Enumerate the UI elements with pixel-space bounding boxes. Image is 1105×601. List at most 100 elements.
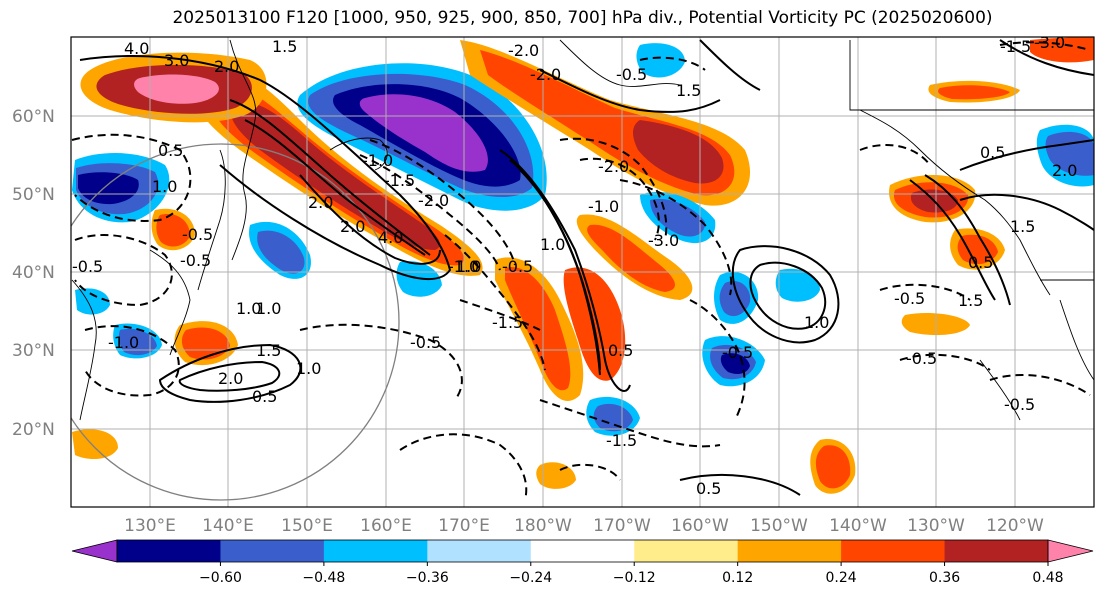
contour-label: 1.0 [152,177,177,196]
contour-label: 1.0 [296,359,321,378]
contour-label: 0.5 [608,341,633,360]
contour-label: -1.0 [588,197,619,216]
contour-label: -1.0 [362,151,393,170]
contour-label: -3.0 [1034,33,1065,52]
lon-label: 140°E [202,516,254,536]
contour-label: -3.0 [648,231,679,250]
map-content [71,37,1094,507]
colorbar-segment [841,540,946,562]
lon-label: 150°W [750,516,808,536]
contour-label: -2.0 [530,65,561,84]
contour-label: 4.0 [124,39,149,58]
contour-label: 1.5 [256,341,281,360]
contour-label: -0.5 [182,225,213,244]
contour-label: 2.0 [308,193,333,212]
contour-labels: 4.0 3.0 2.0 1.5 1.0 0.5 2.0 1.5 0.5 1.0 … [72,33,1077,498]
latitude-labels: 60°N 50°N 40°N 30°N 20°N [12,107,55,440]
contour-label: 2.0 [218,369,243,388]
lat-label: 40°N [12,263,55,283]
map-title: 2025013100 F120 [1000, 950, 925, 900, 85… [172,8,993,28]
contour-label: 0.5 [158,141,183,160]
contour-label: 1.0 [804,313,829,332]
contour-label: 3.0 [164,51,189,70]
colorbar-segment [634,540,739,562]
contour-label: -2.0 [598,157,629,176]
lon-label: 170°W [593,516,651,536]
colorbar-segment [323,540,428,562]
lat-label: 50°N [12,185,55,205]
contour-label: 1.0 [236,299,261,318]
contour-label: -1.5 [492,313,523,332]
contour-label: 1.5 [676,81,701,100]
shaded-fields [72,37,1094,494]
lon-label: 170°E [438,516,490,536]
colorbar-segment [944,540,1049,562]
contour-label: -1.5 [1000,37,1031,56]
lon-label: 130°W [907,516,965,536]
contour-label: -0.5 [906,349,937,368]
colorbar-tick-label: −0.12 [613,570,656,586]
contour-label: -2.0 [508,41,539,60]
lat-label: 20°N [12,420,55,440]
contour-label: -0.5 [1004,395,1035,414]
contour-label: 0.5 [968,253,993,272]
contour-label: -0.5 [616,65,647,84]
colorbar-segment [427,540,532,562]
lon-label: 140°W [829,516,887,536]
dashed-contours [71,41,1091,501]
contour-label: 1.5 [958,291,983,310]
contour-label: -0.5 [410,333,441,352]
contour-label: -1.0 [108,333,139,352]
lat-label: 30°N [12,341,55,361]
colorbar-segment [220,540,325,562]
contour-label: 1.5 [1010,217,1035,236]
contour-label: 2.0 [1052,161,1077,180]
colorbar-tick-label: −0.24 [509,570,552,586]
colorbar-tick-label: 0.12 [722,570,753,586]
contour-label: 1.5 [272,37,297,56]
contour-label: 1.0 [256,299,281,318]
contour-label: 0.5 [696,479,721,498]
lon-label: 150°E [281,516,333,536]
colorbar-tick-label: 0.36 [929,570,960,586]
lat-label: 60°N [12,107,55,127]
colorbar-segment [530,540,635,562]
contour-label: -1.5 [384,171,415,190]
contour-label: -0.5 [894,289,925,308]
contour-label: -1.5 [606,431,637,450]
colorbar-tick-label: 0.48 [1032,570,1063,586]
contour-label: 0.5 [252,387,277,406]
solid-contours [79,39,1094,496]
colorbar-extend-high [1047,539,1094,563]
colorbar: −0.60 −0.48 −0.36 −0.24 −0.12 0.12 0.24 0.36 0.4… [71,539,1094,586]
contour-label: -0.5 [722,343,753,362]
contour-label: -0.5 [72,257,103,276]
range-circle [71,143,400,501]
colorbar-segment [117,540,221,562]
contour-label: 4.0 [378,228,403,247]
contour-label: -0.5 [502,257,533,276]
contour-label: 1.0 [456,257,481,276]
colorbar-border [116,539,1049,563]
contour-label: 2.0 [214,57,239,76]
longitude-labels: 130°E 140°E 150°E 160°E 170°E 180°W 170°… [124,516,1044,536]
lon-label: 120°W [986,516,1044,536]
contour-label: -0.5 [180,251,211,270]
lon-label: 180°W [514,516,572,536]
contour-label: 2.0 [340,217,365,236]
lon-label: 160°E [360,516,412,536]
lon-label: 160°W [671,516,729,536]
lon-label: 130°E [124,516,176,536]
colorbar-tick-label: 0.24 [826,570,857,586]
colorbar-tick-label: −0.60 [199,570,242,586]
contour-label: -2.0 [418,191,449,210]
contour-label: -1.0 [448,257,479,276]
contour-label: 1.0 [540,235,565,254]
contour-label: 0.5 [980,143,1005,162]
colorbar-tick-label: −0.48 [302,570,345,586]
colorbar-segment [737,540,842,562]
map-frame [70,36,1095,508]
colorbar-extend-low [71,539,118,563]
colorbar-tick-label: −0.36 [406,570,449,586]
